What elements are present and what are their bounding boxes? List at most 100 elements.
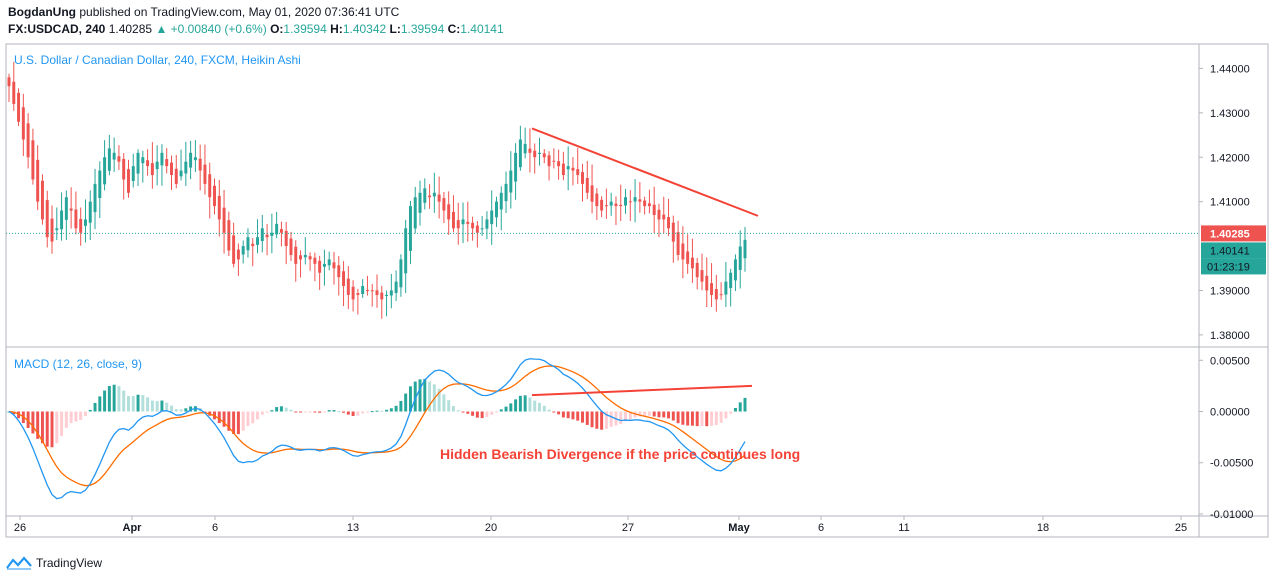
candle-body	[643, 200, 647, 207]
candle-body	[361, 286, 365, 295]
macd-histogram-bar	[676, 411, 680, 424]
macd-histogram-bar	[236, 411, 240, 435]
candle-body	[136, 152, 140, 174]
candle-body	[676, 232, 680, 255]
macd-histogram-bar	[404, 393, 408, 412]
candle-body	[74, 209, 78, 229]
candle-body	[294, 246, 298, 264]
candle-body	[126, 169, 130, 193]
macd-line	[8, 358, 746, 500]
macd-histogram-bar	[399, 400, 403, 412]
countdown-tag	[1201, 258, 1266, 275]
macd-histogram-bar	[141, 395, 145, 412]
macd-histogram-bar	[490, 411, 494, 415]
macd-histogram-bar	[499, 409, 503, 412]
price-tick-label: 1.38000	[1210, 330, 1250, 342]
candle-body	[322, 263, 326, 267]
candle-body	[337, 265, 341, 278]
candle-body	[64, 197, 68, 220]
macd-histogram-bar	[74, 411, 78, 422]
price-tick-label: 1.44000	[1210, 63, 1250, 75]
candle-body	[638, 199, 642, 202]
macd-histogram-bar	[79, 411, 83, 421]
low-value: 1.39594	[400, 22, 445, 36]
candle-body	[88, 201, 92, 223]
close-label: C:	[447, 22, 461, 36]
candle-body	[442, 198, 446, 211]
candle-body	[614, 203, 618, 207]
candle-body	[671, 222, 675, 242]
macd-histogram-bar	[365, 411, 369, 413]
candle-body	[26, 123, 30, 158]
macd-tick-label: 0.00500	[1210, 355, 1250, 367]
candle-body	[571, 167, 575, 171]
macd-histogram-bar	[351, 411, 355, 416]
candle-body	[499, 192, 503, 210]
candle-body	[557, 161, 561, 167]
candle-body	[270, 232, 274, 236]
macd-histogram-bar	[322, 411, 326, 413]
macd-histogram-bar	[64, 411, 68, 428]
macd-histogram-bar	[585, 411, 589, 425]
candle-body	[724, 281, 728, 295]
macd-histogram-bar	[566, 411, 570, 419]
time-tick-label: May	[728, 522, 750, 534]
macd-histogram-bar	[437, 388, 441, 412]
macd-histogram-bar	[275, 407, 279, 412]
price-pane-title: U.S. Dollar / Canadian Dollar, 240, FXCM…	[14, 53, 301, 67]
macd-histogram-bar	[299, 411, 303, 413]
macd-histogram-bar	[456, 410, 460, 412]
footer-brand: TradingView	[36, 556, 103, 570]
macd-histogram-bar	[509, 403, 513, 412]
candle-body	[241, 246, 245, 255]
candle-body	[7, 77, 11, 87]
macd-histogram-bar	[146, 397, 150, 412]
candle-body	[538, 152, 541, 154]
macd-histogram-bar	[471, 411, 475, 416]
candle-body	[198, 158, 202, 171]
candle-body	[256, 237, 260, 245]
macd-histogram-bar	[361, 411, 365, 414]
macd-histogram-bar	[88, 409, 92, 412]
macd-histogram-bar	[647, 411, 651, 416]
candle-body	[184, 161, 188, 174]
candle-body	[236, 249, 240, 260]
candle-body	[365, 290, 369, 292]
time-tick-label: 6	[212, 522, 218, 534]
candle-body	[509, 170, 513, 193]
candle-body	[681, 243, 685, 260]
candle-body	[466, 221, 470, 224]
macd-histogram-bar	[643, 411, 647, 417]
macd-histogram-bar	[308, 411, 312, 413]
price-change: ▲ +0.00840 (+0.6%)	[155, 22, 267, 36]
candle-body	[533, 150, 537, 158]
time-tick-label: 18	[1037, 522, 1049, 534]
macd-histogram-bar	[385, 409, 389, 412]
macd-histogram-bar	[241, 411, 245, 431]
candle-body	[743, 239, 747, 259]
macd-histogram-bar	[485, 411, 489, 417]
candle-body	[31, 140, 35, 180]
candle-body	[303, 254, 307, 258]
macd-histogram-bar	[714, 411, 718, 426]
macd-histogram-bar	[179, 409, 183, 412]
macd-histogram-bar	[686, 411, 690, 426]
candle-body	[432, 192, 436, 197]
candle-body	[705, 275, 709, 291]
candle-body	[327, 259, 331, 266]
macd-histogram-bar	[447, 400, 451, 412]
macd-histogram-bar	[604, 411, 608, 429]
candle-body	[112, 152, 116, 160]
macd-histogram-bar	[160, 400, 164, 412]
price-tick-label: 1.42000	[1210, 152, 1250, 164]
macd-histogram-bar	[494, 411, 498, 413]
candle-body	[318, 260, 322, 273]
candle-body	[40, 180, 44, 220]
candle-body	[399, 259, 403, 288]
candle-body	[628, 201, 632, 203]
candle-body	[93, 183, 97, 213]
macd-histogram-bar	[342, 411, 346, 413]
candle-body	[246, 237, 250, 251]
candle-body	[461, 219, 465, 225]
